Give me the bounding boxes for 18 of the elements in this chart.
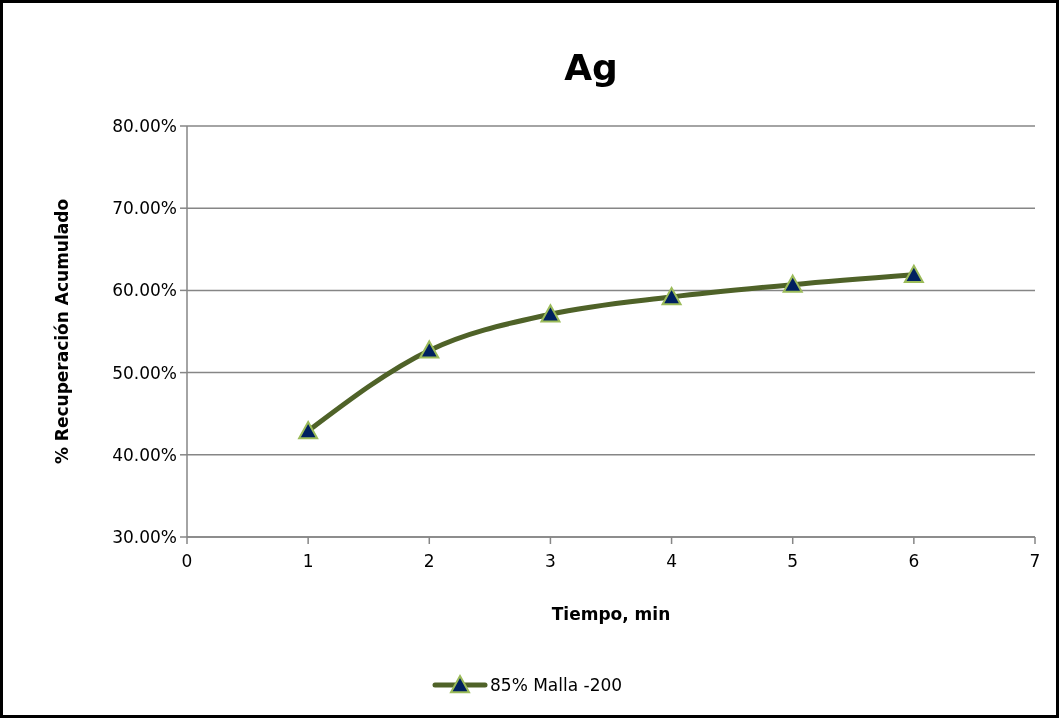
y-tick-label: 30.00% — [112, 526, 177, 547]
legend-label: 85% Malla -200 — [490, 674, 623, 695]
x-tick-label: 6 — [908, 551, 920, 571]
x-tick-label: 0 — [181, 551, 193, 571]
y-axis-title: % Recuperación Acumulado — [52, 198, 72, 465]
x-axis-title: Tiempo, min — [551, 604, 671, 624]
y-tick-label: 40.00% — [112, 444, 177, 465]
y-tick-label: 50.00% — [112, 362, 177, 383]
x-tick-label: 2 — [423, 551, 435, 571]
y-tick-label: 70.00% — [112, 198, 177, 219]
x-tick-label: 1 — [302, 551, 314, 571]
y-tick-label: 80.00% — [112, 115, 177, 136]
y-tick-label: 60.00% — [112, 280, 177, 301]
x-tick-label: 7 — [1029, 551, 1041, 571]
x-tick-label: 4 — [666, 551, 677, 571]
x-tick-label: 3 — [545, 551, 556, 571]
x-tick-label: 5 — [787, 551, 799, 571]
chart-title: Ag — [564, 47, 618, 88]
